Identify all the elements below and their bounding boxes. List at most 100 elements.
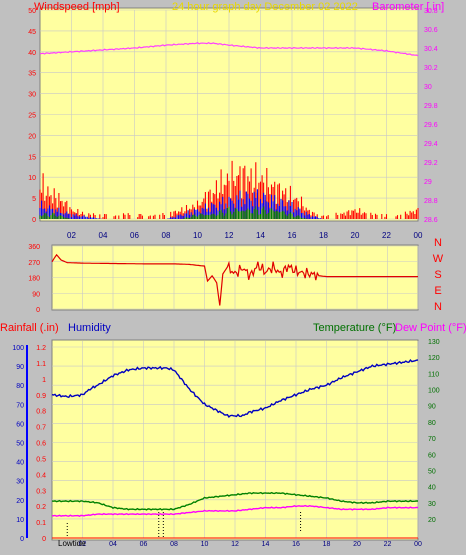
x-tick-label: 18 [323, 541, 331, 548]
wind-tick-label: 0 [32, 217, 36, 224]
barometer-tick-label: 29.4 [424, 141, 438, 148]
x-tick-label: 22 [382, 231, 391, 240]
humidity-tick-label: 100 [12, 345, 24, 352]
barometer-tick-label: 29.6 [424, 122, 438, 129]
barometer-tick-label: 30.4 [424, 46, 438, 53]
humidity-tick-label: 80 [16, 383, 24, 390]
barometer-axis-title: Barometer [.in] [372, 1, 444, 13]
temperature-tick-label: 80 [428, 420, 436, 427]
barometer-line [39, 42, 419, 57]
x-tick-label: 00 [414, 541, 422, 548]
temperature-tick-label: 30 [428, 501, 436, 508]
chart-title: 24 hour graph day December 02 2022 [172, 1, 358, 13]
x-tick-label: 00 [414, 231, 423, 240]
barometer-tick-label: 29 [424, 179, 432, 186]
rain-tick-label: 0.7 [36, 425, 46, 432]
humidity-tick-label: 10 [16, 517, 24, 524]
x-tick-label: 12 [225, 231, 234, 240]
barometer-tick-label: 28.8 [424, 198, 438, 205]
temperature-tick-label: 40 [428, 485, 436, 492]
temperature-tick-label: 50 [428, 468, 436, 475]
humidity-tick-label: 60 [16, 421, 24, 428]
humidity-tick-label: 70 [16, 402, 24, 409]
wind-ticks: 0 5 10 15 20 25 30 35 40 45 50 28.6 28.8 29 29.2 29.4 29… [28, 8, 438, 240]
x-tick-label: 02 [67, 231, 76, 240]
rain-tick-label: 0.1 [36, 520, 46, 527]
dewpoint-line [51, 504, 418, 517]
rain-tick-label: 1.1 [36, 361, 46, 368]
rain-tick-label: 0.2 [36, 504, 46, 511]
climate-series [51, 359, 419, 539]
x-tick-label: 14 [262, 541, 270, 548]
direction-tick-label: 90 [32, 291, 40, 298]
temperature-tick-label: 20 [428, 517, 436, 524]
wind-direction-line [51, 253, 418, 306]
humidity-tick-label: 30 [16, 479, 24, 486]
rain-tick-label: 0.6 [36, 441, 46, 448]
wind-tick-label: 35 [28, 71, 36, 78]
humidity-tick-label: 0 [20, 536, 24, 543]
x-tick-label: 18 [319, 231, 328, 240]
direction-tick-label: 0 [36, 307, 40, 314]
compass-label: S [434, 269, 441, 281]
humidity-axis-title: Humidity [68, 322, 111, 334]
humidity-tick-label: 20 [16, 498, 24, 505]
humidity-line [51, 359, 419, 418]
wind-tick-label: 45 [28, 29, 36, 36]
barometer-tick-label: 30.6 [424, 27, 438, 34]
wind-tick-label: 15 [28, 154, 36, 161]
direction-tick-label: 270 [28, 260, 40, 267]
temperature-line [51, 491, 418, 511]
barometer-tick-label: 30.8 [424, 8, 438, 15]
x-tick-label: 20 [351, 231, 360, 240]
wind-tick-label: 25 [28, 113, 36, 120]
rainfall-axis-title: Rainfall (.in) [0, 322, 59, 334]
temperature-tick-label: 100 [428, 388, 440, 395]
humidity-tick-label: 50 [16, 441, 24, 448]
x-tick-label: 08 [170, 541, 178, 548]
lowtide-label: Lowtide [58, 539, 86, 548]
barometer-tick-label: 28.6 [424, 217, 438, 224]
x-tick-label: 16 [288, 231, 297, 240]
x-tick-label: 14 [256, 231, 265, 240]
dewpoint-axis-title: Dew Point (°F) [395, 322, 466, 334]
wind-tick-label: 10 [28, 175, 36, 182]
rain-tick-label: 1 [42, 377, 46, 384]
wind-series [39, 42, 419, 219]
rain-tick-label: 0.9 [36, 393, 46, 400]
humidity-tick-label: 90 [16, 364, 24, 371]
temperature-tick-label: 110 [428, 371, 439, 378]
compass-label: N [434, 237, 442, 249]
x-tick-label: 04 [109, 541, 117, 548]
temperature-axis-title: Temperature (°F) [313, 322, 396, 334]
barometer-tick-label: 30 [424, 84, 432, 91]
barometer-tick-label: 29.2 [424, 160, 438, 167]
x-tick-label: 06 [140, 541, 148, 548]
temperature-tick-label: 90 [428, 404, 436, 411]
x-tick-label: 10 [193, 231, 202, 240]
wind-axis-title: Windspeed [mph] [34, 1, 120, 13]
temperature-tick-label: 70 [428, 436, 436, 443]
rain-tick-label: 0 [42, 536, 46, 543]
direction-tick-label: 360 [28, 244, 40, 251]
barometer-tick-label: 29.8 [424, 103, 438, 110]
wind-tick-label: 40 [28, 50, 36, 57]
direction-grid [52, 245, 419, 310]
humidity-tick-label: 40 [16, 460, 24, 467]
x-tick-label: 08 [162, 231, 171, 240]
rain-tick-label: 0.3 [36, 488, 46, 495]
wind-tick-label: 30 [28, 92, 36, 99]
climate-grid [52, 341, 419, 539]
wind-low-bars [39, 206, 307, 219]
barometer-tick-label: 30.2 [424, 65, 438, 72]
rain-tick-label: 0.8 [36, 409, 46, 416]
rain-tick-label: 0.5 [36, 456, 46, 463]
x-tick-label: 04 [99, 231, 108, 240]
temperature-tick-label: 60 [428, 452, 436, 459]
x-tick-label: 22 [384, 541, 392, 548]
wind-tick-label: 20 [28, 133, 36, 140]
x-tick-label: 16 [292, 541, 300, 548]
rain-tick-label: 1.2 [36, 345, 46, 352]
